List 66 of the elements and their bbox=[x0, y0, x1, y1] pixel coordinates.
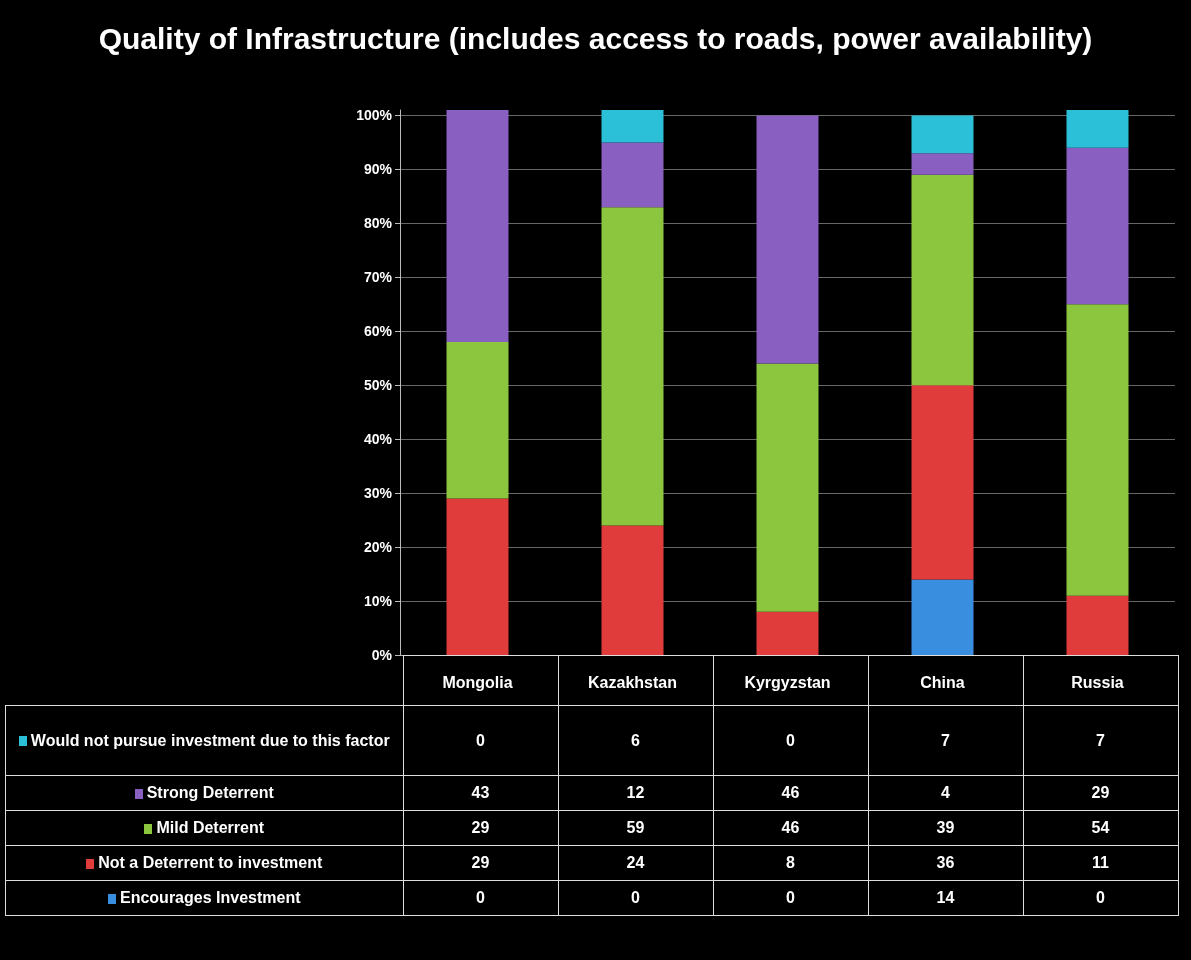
y-tick-label: 80% bbox=[363, 215, 393, 232]
bar bbox=[911, 385, 974, 580]
bar bbox=[1066, 147, 1129, 305]
bar bbox=[756, 115, 819, 364]
bar bbox=[601, 142, 664, 208]
data-label: 54 bbox=[1023, 810, 1178, 846]
data-label: 59 bbox=[558, 810, 713, 846]
data-label: 46 bbox=[713, 810, 868, 846]
x-tick-label: Mongolia bbox=[442, 673, 513, 691]
data-label: 0 bbox=[558, 880, 713, 916]
bar bbox=[446, 342, 509, 499]
y-tick-label: 40% bbox=[363, 431, 393, 448]
y-tick-label: 30% bbox=[363, 485, 393, 502]
bar bbox=[1066, 304, 1129, 596]
x-tick-label: Russia bbox=[1071, 673, 1124, 691]
data-label: 0 bbox=[403, 705, 558, 776]
data-label: 0 bbox=[403, 880, 558, 916]
data-label: 46 bbox=[713, 775, 868, 811]
y-tick-label: 10% bbox=[363, 593, 393, 610]
data-label: 29 bbox=[1023, 775, 1178, 811]
y-tick-label: 60% bbox=[363, 323, 393, 340]
data-label: 7 bbox=[868, 705, 1023, 776]
data-label: 11 bbox=[1023, 845, 1178, 881]
bar bbox=[601, 207, 664, 526]
chart-title: Quality of Infrastructure (includes access to roads, power availability) bbox=[98, 21, 1093, 55]
bar bbox=[756, 611, 819, 655]
y-tick-label: 20% bbox=[363, 539, 393, 556]
data-label: 8 bbox=[713, 845, 868, 881]
bar bbox=[1066, 110, 1129, 148]
data-label: 39 bbox=[868, 810, 1023, 846]
x-tick-label: Kyrgyzstan bbox=[744, 673, 831, 691]
legend-label: Mild Deterrent bbox=[156, 819, 265, 836]
data-label: 0 bbox=[713, 705, 868, 776]
bar bbox=[1066, 595, 1129, 655]
data-label: 0 bbox=[713, 880, 868, 916]
bar bbox=[601, 110, 664, 143]
data-label: 12 bbox=[558, 775, 713, 811]
bar bbox=[446, 110, 509, 343]
data-label: 24 bbox=[558, 845, 713, 881]
data-label: 4 bbox=[868, 775, 1023, 811]
legend-label: Encourages Investment bbox=[120, 889, 301, 906]
bar bbox=[756, 363, 819, 612]
legend-label: Strong Deterrent bbox=[146, 784, 274, 801]
bar bbox=[446, 498, 509, 655]
x-tick-label: Kazakhstan bbox=[588, 673, 677, 691]
data-label: 29 bbox=[403, 810, 558, 846]
bar bbox=[911, 115, 974, 154]
data-label: 43 bbox=[403, 775, 558, 811]
legend-label: Would not pursue investment due to this factor bbox=[30, 731, 390, 749]
data-label: 0 bbox=[1023, 880, 1178, 916]
x-tick-label: China bbox=[920, 673, 965, 691]
data-label: 29 bbox=[403, 845, 558, 881]
bar bbox=[911, 153, 974, 175]
y-tick-label: 90% bbox=[363, 161, 393, 178]
data-label: 7 bbox=[1023, 705, 1178, 776]
bar bbox=[911, 579, 974, 655]
data-label: 6 bbox=[558, 705, 713, 776]
bar bbox=[911, 174, 974, 386]
y-tick-label: 100% bbox=[356, 107, 393, 124]
data-label: 14 bbox=[868, 880, 1023, 916]
y-tick-label: 70% bbox=[363, 269, 393, 286]
y-tick-label: 50% bbox=[363, 377, 393, 394]
legend-label: Not a Deterrent to investment bbox=[98, 854, 323, 871]
bar bbox=[601, 525, 664, 655]
data-label: 36 bbox=[868, 845, 1023, 881]
y-tick-label: 0% bbox=[371, 647, 393, 663]
